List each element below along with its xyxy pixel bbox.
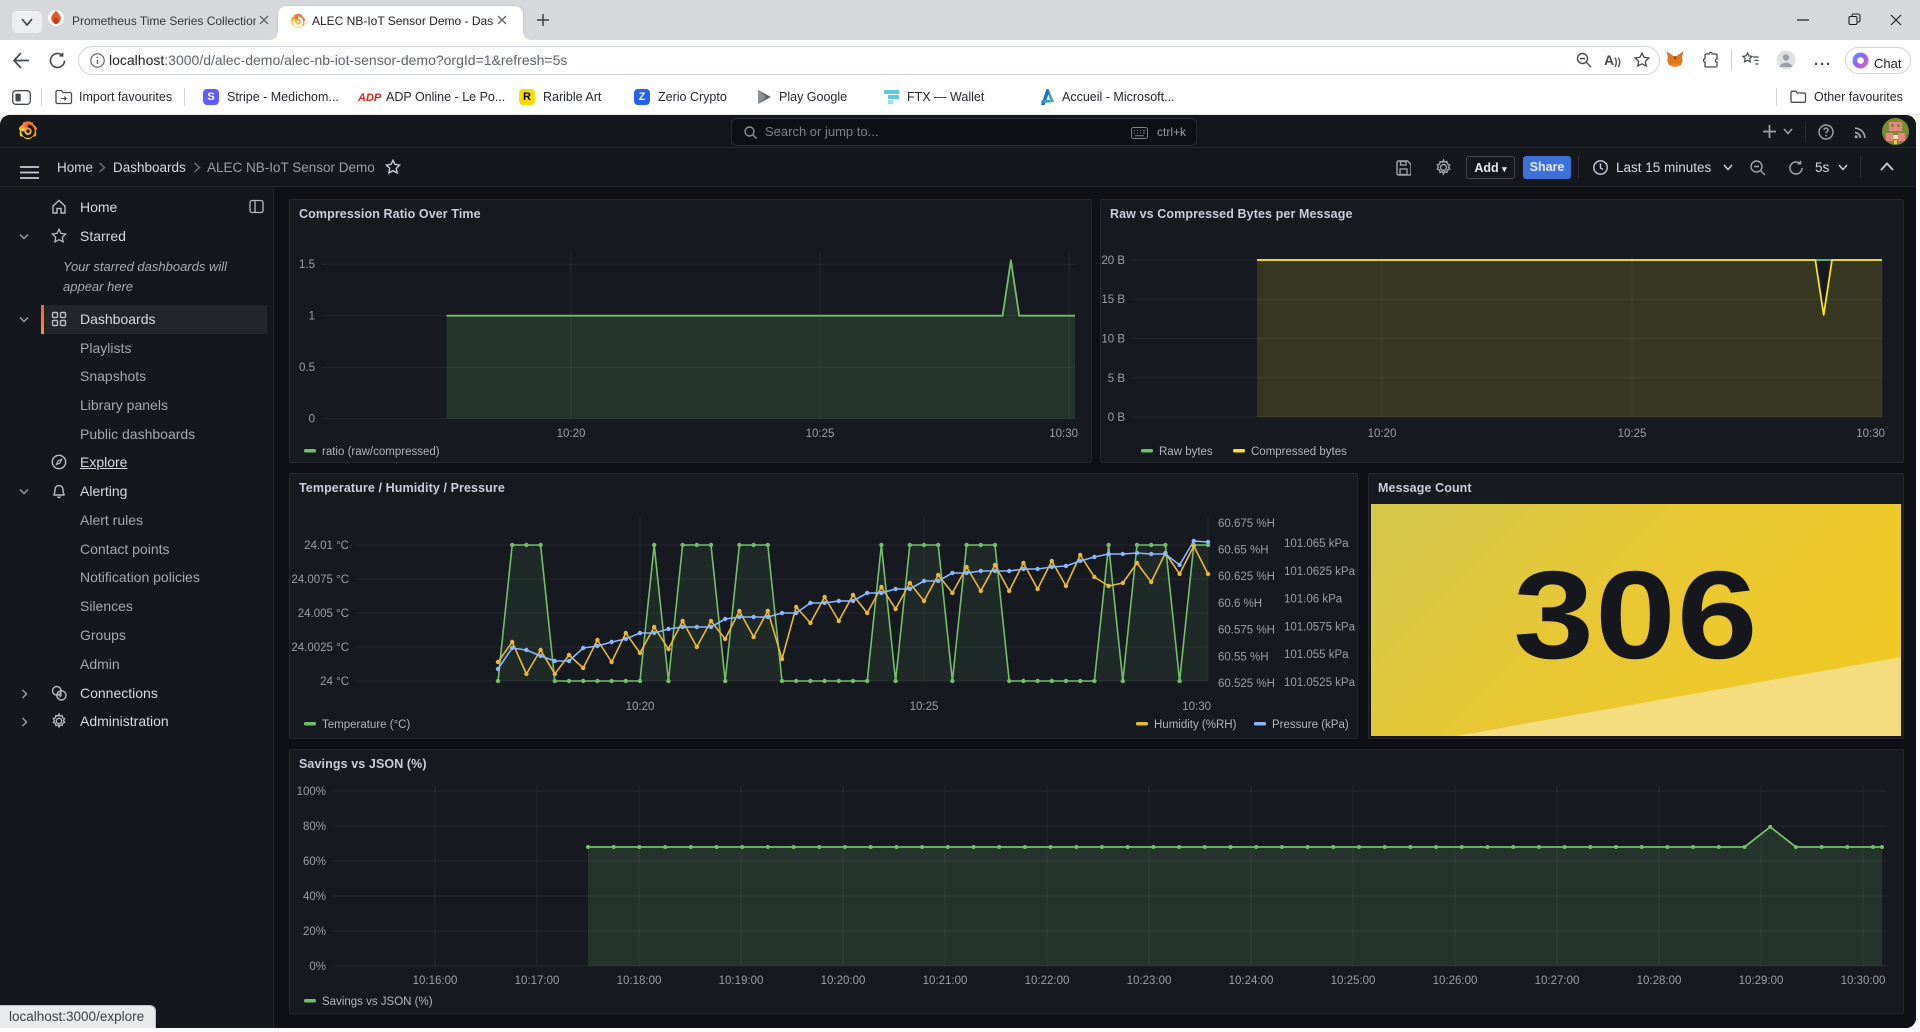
- svg-text:60.575 %H: 60.575 %H: [1218, 625, 1275, 637]
- svg-text:60.6 %H: 60.6 %H: [1218, 598, 1262, 610]
- svg-text:101.0575 kPa: 101.0575 kPa: [1284, 621, 1356, 633]
- svg-text:Raw bytes: Raw bytes: [1159, 446, 1213, 458]
- svg-text:10:25: 10:25: [806, 428, 835, 440]
- svg-text:60.625 %H: 60.625 %H: [1218, 571, 1275, 583]
- svg-text:10:21:00: 10:21:00: [923, 975, 968, 987]
- svg-text:Pressure (kPa): Pressure (kPa): [1272, 719, 1349, 731]
- svg-text:10:27:00: 10:27:00: [1535, 975, 1580, 987]
- svg-text:101.06 kPa: 101.06 kPa: [1284, 594, 1343, 606]
- svg-text:60.675 %H: 60.675 %H: [1218, 518, 1275, 530]
- svg-text:101.065 kPa: 101.065 kPa: [1284, 538, 1349, 550]
- svg-text:10:30: 10:30: [1182, 701, 1211, 713]
- svg-text:0: 0: [309, 414, 315, 426]
- svg-text:40%: 40%: [303, 891, 326, 903]
- svg-text:20 B: 20 B: [1101, 255, 1125, 267]
- svg-text:10:17:00: 10:17:00: [515, 975, 560, 987]
- svg-text:24.0025 °C: 24.0025 °C: [291, 642, 349, 654]
- svg-text:10:25: 10:25: [910, 701, 939, 713]
- svg-text:5 B: 5 B: [1108, 373, 1126, 385]
- svg-text:10:30:00: 10:30:00: [1841, 975, 1886, 987]
- svg-text:10:30: 10:30: [1049, 428, 1078, 440]
- svg-text:100%: 100%: [297, 786, 326, 798]
- svg-text:ratio (raw/compressed): ratio (raw/compressed): [322, 446, 440, 458]
- svg-text:60%: 60%: [303, 856, 326, 868]
- svg-text:80%: 80%: [303, 821, 326, 833]
- svg-text:ADP: ADP: [358, 92, 382, 103]
- svg-text:20%: 20%: [303, 926, 326, 938]
- svg-text:1: 1: [309, 311, 315, 323]
- svg-text:24.005 °C: 24.005 °C: [298, 608, 349, 620]
- svg-text:10:20:00: 10:20:00: [821, 975, 866, 987]
- svg-text:10:16:00: 10:16:00: [413, 975, 458, 987]
- svg-text:10:20: 10:20: [626, 701, 655, 713]
- svg-text:10:22:00: 10:22:00: [1025, 975, 1070, 987]
- svg-text:0.5: 0.5: [299, 362, 315, 374]
- svg-text:10:25: 10:25: [1618, 428, 1647, 440]
- svg-text:101.0625 kPa: 101.0625 kPa: [1284, 566, 1356, 578]
- svg-text:Humidity (%RH): Humidity (%RH): [1154, 719, 1237, 731]
- svg-text:0%: 0%: [309, 961, 326, 973]
- svg-text:10:28:00: 10:28:00: [1637, 975, 1682, 987]
- svg-text:Savings vs JSON (%): Savings vs JSON (%): [322, 996, 433, 1008]
- svg-text:10:18:00: 10:18:00: [617, 975, 662, 987]
- svg-text:24.0075 °C: 24.0075 °C: [291, 574, 349, 586]
- svg-text:10:25:00: 10:25:00: [1331, 975, 1376, 987]
- svg-text:10:19:00: 10:19:00: [719, 975, 764, 987]
- svg-text:24.01 °C: 24.01 °C: [304, 540, 349, 552]
- svg-text:60.525 %H: 60.525 %H: [1218, 678, 1275, 690]
- svg-text:10:20: 10:20: [1368, 428, 1397, 440]
- svg-text:10:20: 10:20: [557, 428, 586, 440]
- svg-text:15 B: 15 B: [1101, 294, 1125, 306]
- svg-text:10:30: 10:30: [1856, 428, 1885, 440]
- svg-text:101.0525 kPa: 101.0525 kPa: [1284, 677, 1356, 689]
- svg-text:60.55 %H: 60.55 %H: [1218, 651, 1269, 663]
- svg-text:24 °C: 24 °C: [320, 676, 349, 688]
- svg-text:10 B: 10 B: [1101, 334, 1125, 346]
- svg-text:1.5: 1.5: [299, 259, 315, 271]
- svg-text:Temperature (°C): Temperature (°C): [322, 719, 410, 731]
- svg-text:60.65 %H: 60.65 %H: [1218, 545, 1269, 557]
- svg-text:10:24:00: 10:24:00: [1229, 975, 1274, 987]
- svg-text:0 B: 0 B: [1108, 412, 1126, 424]
- svg-text:101.055 kPa: 101.055 kPa: [1284, 649, 1349, 661]
- svg-text:10:26:00: 10:26:00: [1433, 975, 1478, 987]
- svg-text:10:23:00: 10:23:00: [1127, 975, 1172, 987]
- svg-text:10:29:00: 10:29:00: [1739, 975, 1784, 987]
- svg-text:Compressed bytes: Compressed bytes: [1251, 446, 1347, 458]
